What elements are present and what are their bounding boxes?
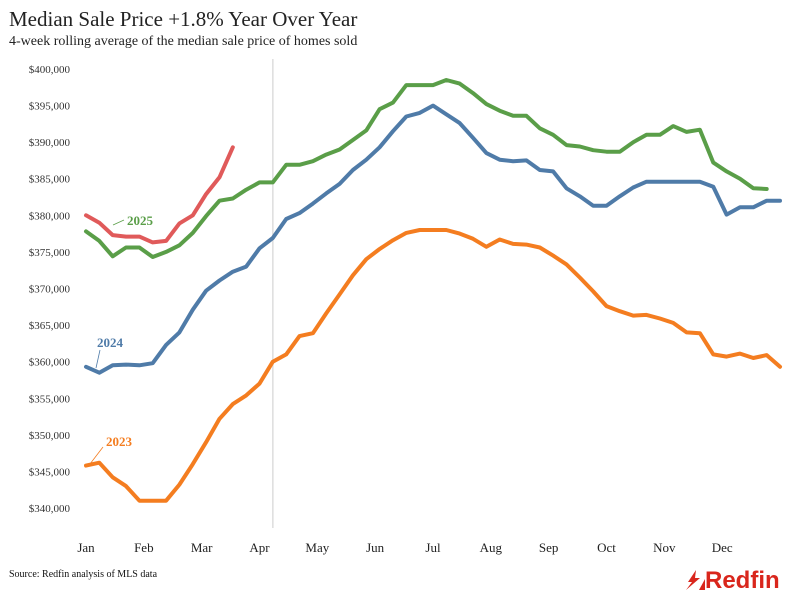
y-tick-label: $365,000 — [29, 320, 71, 332]
chart-subtitle: 4-week rolling average of the median sal… — [9, 34, 357, 49]
series-line-2023 — [84, 228, 782, 503]
y-axis: $340,000 $345,000 $350,000 $355,000 $360,000… — [29, 64, 71, 515]
series-line-2024 — [84, 103, 782, 375]
series-label-2024: 2024 — [95, 335, 124, 369]
x-tick-label: Apr — [249, 540, 270, 555]
x-tick-label: Feb — [134, 540, 154, 555]
x-tick-label: Jun — [366, 540, 385, 555]
redfin-wordmark: Redfin — [705, 567, 780, 594]
y-tick-label: $340,000 — [29, 503, 71, 515]
chart-title: Median Sale Price +1.8% Year Over Year — [9, 7, 357, 31]
x-tick-label: Sep — [539, 540, 559, 555]
redfin-logo: Redfin — [686, 567, 780, 594]
series-label-2025-text: 2025 — [127, 213, 154, 228]
x-tick-label: Nov — [653, 540, 676, 555]
x-tick-label: Aug — [480, 540, 503, 555]
series-label-2025: 2025 — [112, 213, 154, 228]
redfin-logo-icon — [686, 570, 705, 590]
x-tick-label: Oct — [597, 540, 616, 555]
y-tick-label: $360,000 — [29, 357, 71, 369]
source-note: Source: Redfin analysis of MLS data — [9, 569, 158, 580]
y-tick-label: $350,000 — [29, 430, 71, 442]
y-tick-label: $375,000 — [29, 247, 71, 259]
x-tick-label: Jan — [77, 540, 95, 555]
x-tick-label: Mar — [191, 540, 213, 555]
y-tick-label: $345,000 — [29, 466, 71, 478]
y-tick-label: $385,000 — [29, 174, 71, 186]
y-tick-label: $390,000 — [29, 137, 71, 149]
x-axis: Jan Feb Mar Apr May Jun Jul Aug Sep Oct Nov Dec — [77, 540, 733, 555]
y-tick-label: $355,000 — [29, 393, 71, 405]
x-tick-label: Jul — [425, 540, 441, 555]
y-tick-label: $395,000 — [29, 101, 71, 113]
y-tick-label: $400,000 — [29, 64, 71, 76]
series-line-series-3 — [84, 145, 235, 245]
series-lines — [84, 78, 782, 503]
x-tick-label: May — [305, 540, 329, 555]
series-line-2025 — [84, 78, 769, 259]
series-label-2023: 2023 — [89, 434, 133, 465]
y-tick-label: $370,000 — [29, 284, 71, 296]
y-tick-label: $380,000 — [29, 210, 71, 222]
x-tick-label: Dec — [712, 540, 733, 555]
series-label-2024-text: 2024 — [97, 335, 124, 350]
series-label-2023-text: 2023 — [106, 434, 133, 449]
